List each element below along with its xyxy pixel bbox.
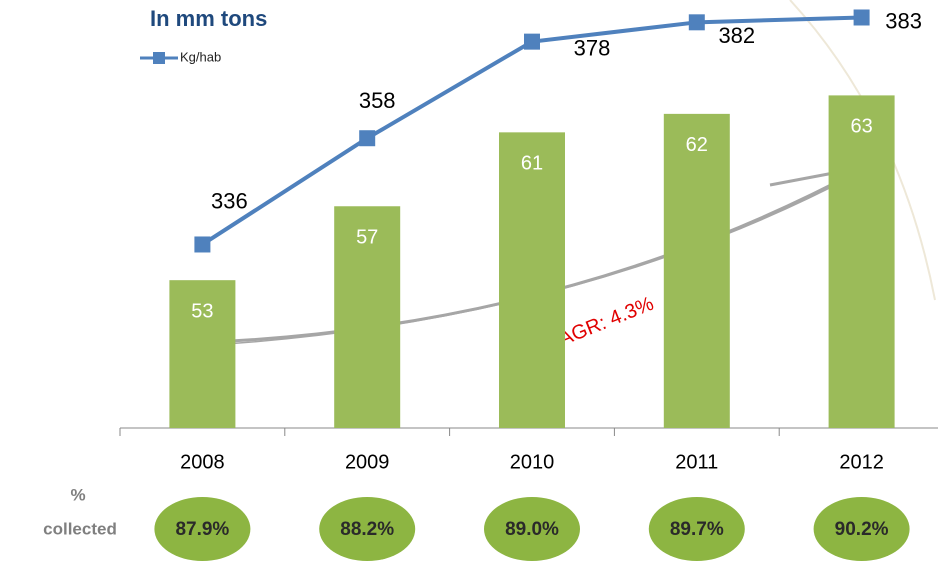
line-marker (194, 236, 210, 252)
chart-title: In mm tons (150, 6, 267, 31)
line-marker (524, 34, 540, 50)
collected-value: 89.7% (670, 519, 724, 540)
collected-label: % (70, 485, 85, 504)
line-value-label: 383 (885, 8, 922, 33)
collected-value: 90.2% (835, 519, 889, 540)
legend-marker (153, 52, 165, 64)
x-tick-label: 2012 (839, 451, 884, 473)
bar-value-label: 63 (850, 116, 872, 138)
collected-value: 88.2% (340, 519, 394, 540)
line-marker (854, 9, 870, 25)
bar-value-label: 62 (686, 134, 708, 156)
x-tick-label: 2010 (510, 451, 555, 473)
collected-value: 87.9% (175, 519, 229, 540)
line-value-label: 358 (359, 88, 396, 113)
bar-value-label: 57 (356, 227, 378, 249)
line-value-label: 382 (718, 23, 755, 48)
bar (499, 132, 565, 428)
line-value-label: 336 (211, 188, 248, 213)
bar-value-label: 53 (191, 300, 213, 322)
bar (829, 95, 895, 428)
x-tick-label: 2011 (675, 451, 718, 473)
collected-value: 89.0% (505, 519, 559, 540)
bar-value-label: 61 (521, 153, 543, 175)
x-tick-label: 2009 (345, 451, 390, 473)
bar (664, 114, 730, 428)
legend-label: Kg/hab (180, 49, 221, 64)
chart: In mm tons Kg/hab CAGR: 4.3% % collected… (0, 0, 938, 572)
line-marker (359, 130, 375, 146)
collected-label: collected (43, 519, 117, 538)
line-value-label: 378 (574, 35, 611, 60)
line-marker (689, 14, 705, 30)
x-tick-label: 2008 (180, 451, 225, 473)
